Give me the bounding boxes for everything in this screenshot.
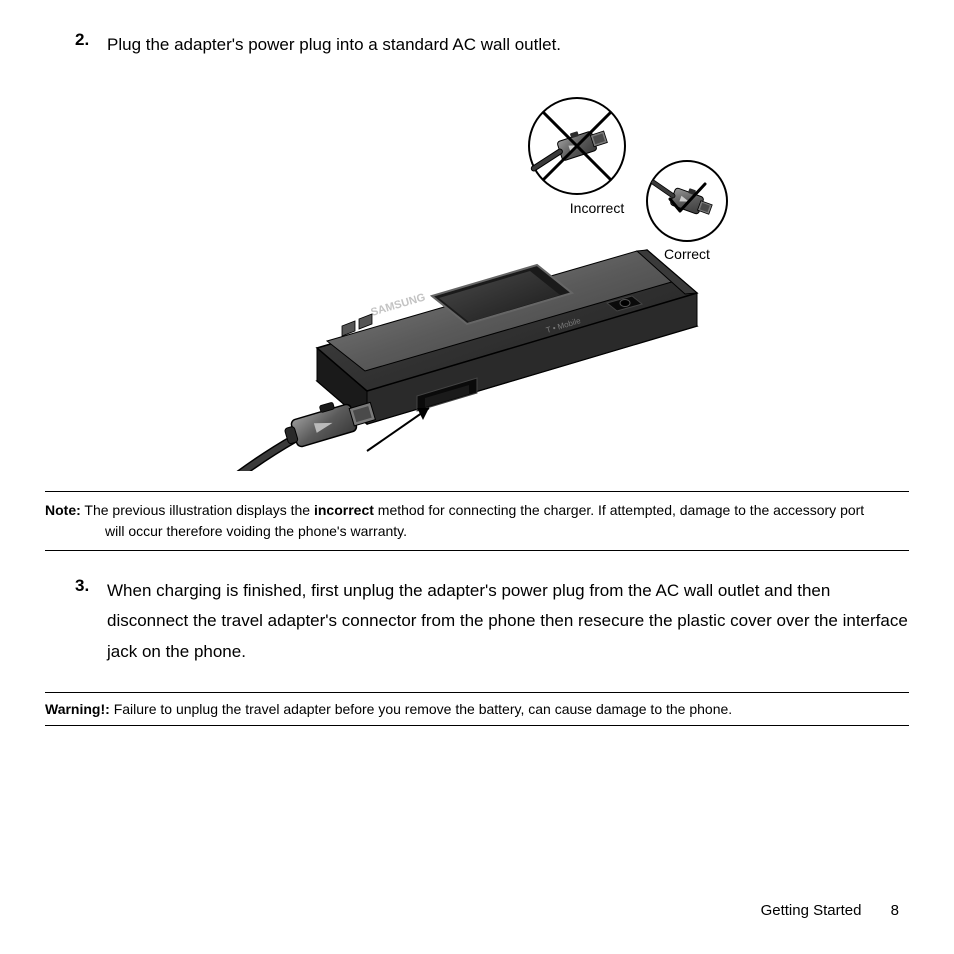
step-2: 2. Plug the adapter's power plug into a …	[75, 30, 909, 61]
footer-page-number: 8	[891, 902, 899, 919]
step-2-text: Plug the adapter's power plug into a sta…	[107, 30, 561, 61]
note-label: Note:	[45, 502, 81, 518]
note-text-2: method for connecting the charger. If at…	[374, 502, 864, 518]
step-3: 3. When charging is finished, first unpl…	[75, 576, 909, 668]
phone-body: SAMSUNG T • Mobile	[317, 250, 697, 451]
step-2-number: 2.	[75, 30, 107, 61]
warning-block: Warning!: Failure to unplug the travel a…	[45, 692, 909, 726]
note-text-3: will occur therefore voiding the phone's…	[45, 521, 909, 542]
note-block: Note: The previous illustration displays…	[45, 491, 909, 551]
correct-label: Correct	[664, 246, 710, 262]
note-text-1: The previous illustration displays the	[81, 502, 314, 518]
page-footer: Getting Started 8	[761, 902, 899, 919]
correct-callout	[647, 161, 727, 241]
step-3-number: 3.	[75, 576, 107, 668]
charger-illustration: Incorrect Correct	[45, 91, 909, 471]
footer-section: Getting Started	[761, 902, 862, 919]
step-3-text: When charging is finished, first unplug …	[107, 576, 909, 668]
warning-label: Warning!:	[45, 701, 110, 717]
incorrect-label: Incorrect	[570, 200, 625, 216]
diagram-svg: Incorrect Correct	[157, 91, 797, 471]
warning-text: Failure to unplug the travel adapter bef…	[110, 701, 732, 717]
incorrect-callout	[527, 98, 625, 194]
note-bold: incorrect	[314, 502, 374, 518]
